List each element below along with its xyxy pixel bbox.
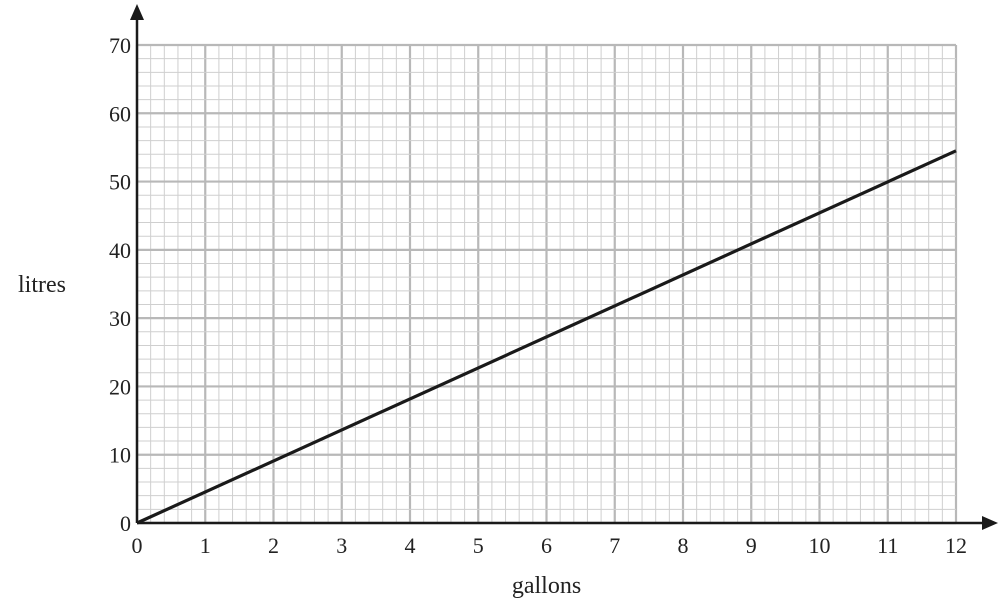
x-tick-label: 9 bbox=[746, 533, 757, 558]
series-line-0 bbox=[136, 149, 957, 525]
x-tick-label: 6 bbox=[541, 533, 552, 558]
x-tick-label: 12 bbox=[945, 533, 967, 558]
y-tick-label: 50 bbox=[109, 170, 131, 195]
y-tick-label: 30 bbox=[109, 306, 131, 331]
x-tick-label: 0 bbox=[132, 533, 143, 558]
y-tick-label: 70 bbox=[109, 33, 131, 58]
axes bbox=[130, 4, 998, 530]
x-axis-arrow bbox=[982, 516, 998, 530]
x-tick-label: 3 bbox=[336, 533, 347, 558]
series bbox=[136, 149, 957, 525]
y-tick-label: 60 bbox=[109, 101, 131, 126]
x-tick-label: 2 bbox=[268, 533, 279, 558]
x-tick-label: 1 bbox=[200, 533, 211, 558]
y-tick-label: 40 bbox=[109, 238, 131, 263]
x-tick-label: 8 bbox=[678, 533, 689, 558]
y-tick-labels: 0 10 20 30 40 50 60 70 bbox=[109, 33, 131, 536]
y-tick-label: 0 bbox=[120, 511, 131, 536]
x-tick-label: 11 bbox=[877, 533, 898, 558]
x-tick-label: 7 bbox=[609, 533, 620, 558]
y-axis-title: litres bbox=[18, 272, 66, 298]
x-tick-label: 10 bbox=[809, 533, 831, 558]
x-tick-labels: 0 1 2 3 4 5 6 7 8 9 10 11 12 bbox=[132, 533, 968, 558]
x-axis-title: gallons bbox=[512, 573, 581, 599]
x-tick-label: 5 bbox=[473, 533, 484, 558]
x-tick-label: 4 bbox=[405, 533, 416, 558]
y-tick-label: 10 bbox=[109, 443, 131, 468]
y-axis-arrow bbox=[130, 4, 144, 20]
y-tick-label: 20 bbox=[109, 374, 131, 399]
grid bbox=[135, 43, 958, 525]
